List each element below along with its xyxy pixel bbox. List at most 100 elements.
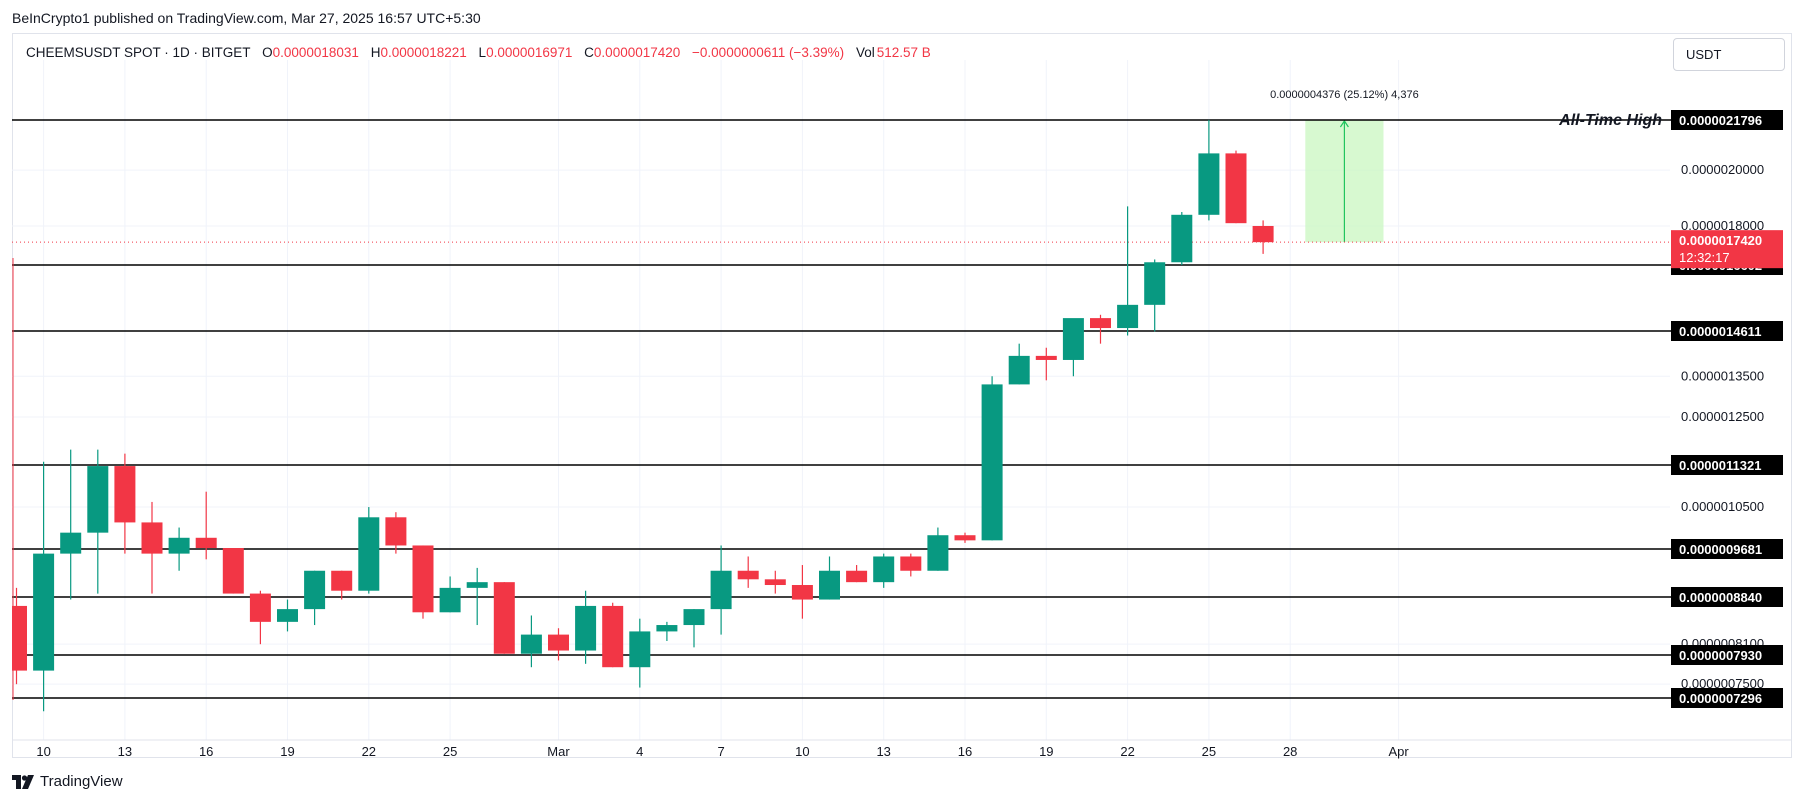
candle-body [304,570,326,610]
candle [195,491,217,560]
candle [222,548,244,594]
level-price-label: 0.0000009681 [1679,542,1762,557]
candle-body [629,631,651,668]
high-value: 0.0000018221 [380,45,467,60]
candle [1198,119,1220,221]
candle-body [168,537,190,554]
candle-body [737,570,759,580]
x-tick-label: 16 [199,744,213,759]
candle [575,590,597,664]
candle [981,376,1003,541]
change-value: −0.0000000611 (−3.39%) [692,45,845,60]
candle-body [466,582,488,588]
candle [1225,150,1247,224]
candle-body [1008,355,1030,385]
x-tick-label: 10 [795,744,809,759]
y-tick-label: 0.0000007500 [1681,676,1764,691]
candle-body [385,517,407,546]
candle [439,576,461,613]
candle [846,565,868,583]
candle-body [575,605,597,651]
candle [331,570,353,600]
candle-body [548,634,569,651]
candle [385,512,407,554]
x-tick-label: 25 [1202,744,1216,759]
candle [656,621,678,641]
x-tick-label: Mar [547,744,570,759]
candle-body [222,548,244,594]
x-tick-label: 4 [636,744,643,759]
candle-body [1090,318,1111,329]
candle [1062,318,1084,377]
candle [304,570,326,626]
candle-body [1062,318,1084,360]
x-tick-label: 28 [1283,744,1297,759]
level-price-label: 0.0000007930 [1679,648,1762,663]
candle [168,527,190,571]
candle [1090,314,1111,344]
tradingview-footer[interactable]: TradingView [12,773,123,790]
x-tick-label: 7 [717,744,724,759]
candle [12,587,27,685]
x-tick-label: Apr [1388,744,1409,759]
candle [466,567,488,626]
candle [141,501,163,594]
candle-body [33,553,55,671]
current-price-label: 0.0000017420 [1679,233,1762,248]
candle-body [1144,262,1166,305]
candle-body [114,466,136,523]
candle [493,582,515,654]
level-price-badge [1671,321,1783,341]
candle-body [493,582,515,654]
candle [33,461,55,712]
currency-button[interactable]: USDT [1673,38,1785,71]
candle [277,599,298,632]
measure-arrow-head [1339,119,1349,128]
candle-body [195,537,217,549]
candle-body [520,634,542,654]
candle [1252,220,1274,254]
candle-body [1035,355,1057,360]
candle-body [764,579,786,586]
candle [710,545,732,635]
x-tick-label: 22 [1120,744,1134,759]
symbol-label[interactable]: CHEEMSUSDT SPOT · 1D · BITGET [26,45,251,60]
footer-brand: TradingView [40,773,123,790]
close-value: 0.0000017420 [593,45,681,60]
candle [819,556,840,600]
candle-body [1117,304,1139,329]
candle-body [846,570,868,583]
candle [60,449,82,600]
y-tick-label: 0.0000018000 [1681,218,1764,233]
open-value: 0.0000018031 [272,45,359,60]
level-price-label: 0.0000008840 [1679,590,1762,605]
candle-body [602,605,624,668]
level-price-badge [1671,587,1783,607]
x-tick-label: 13 [876,744,890,759]
candle [1117,206,1139,336]
level-price-label: 0.0000014611 [1679,324,1761,339]
candle [1144,259,1166,332]
candle-body [141,522,163,554]
candle [900,553,922,577]
candle-body [927,535,949,571]
all-time-high-label: All-Time High [1558,112,1662,129]
candle-body [87,466,109,533]
y-tick-label: 0.0000012500 [1681,409,1764,424]
candle [1171,212,1193,266]
candle [683,609,705,648]
level-price-badge [1671,645,1783,665]
y-tick-label: 0.0000013500 [1681,368,1764,383]
candle [791,565,813,619]
level-price-label: 0.0000007296 [1679,691,1762,706]
x-tick-label: 10 [36,744,50,759]
candle-body [1225,153,1247,224]
candle-body [873,556,895,583]
level-price-label: 0.0000021796 [1679,113,1762,128]
x-tick-label: 19 [1039,744,1053,759]
candle [1008,343,1030,385]
volume-value: 512.57 B [876,45,931,60]
candle-countdown-label: 12:32:17 [1679,250,1730,265]
candle [520,615,542,668]
